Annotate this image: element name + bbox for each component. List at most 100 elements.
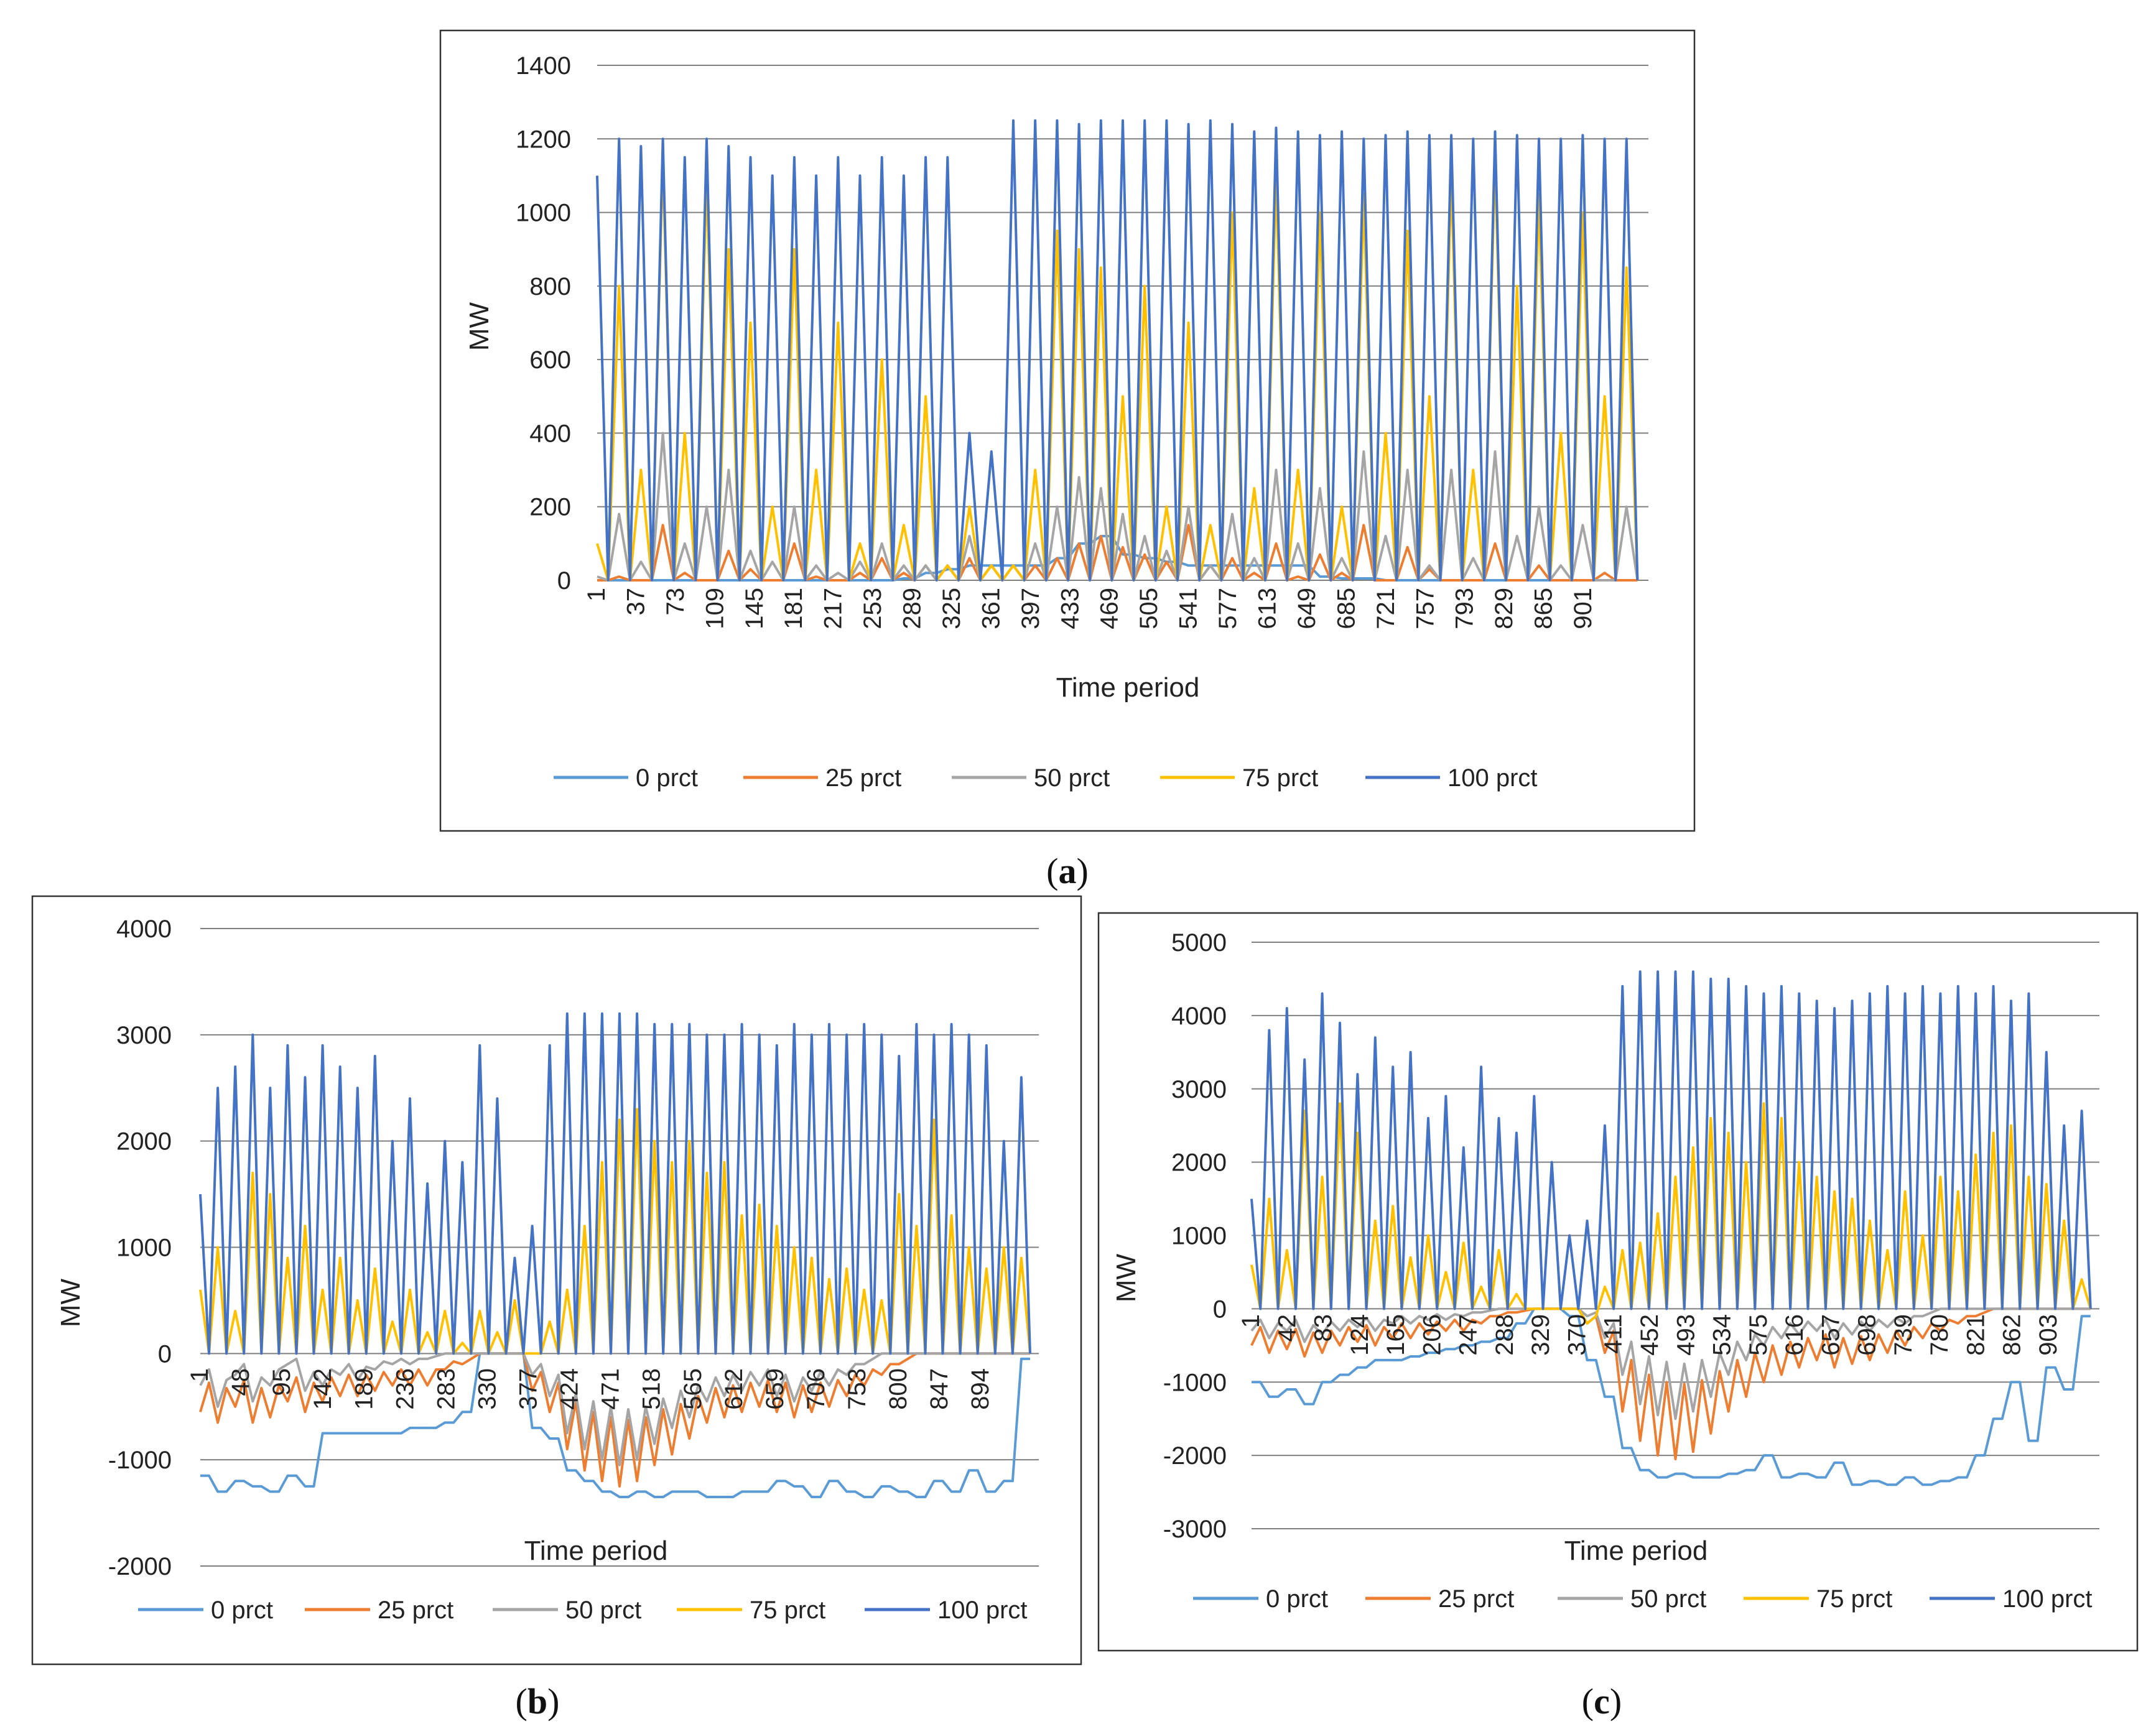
y-tick-label: 1000 <box>1171 1223 1227 1250</box>
x-tick-label: 288 <box>1491 1314 1518 1356</box>
x-tick-label: 613 <box>1254 588 1281 629</box>
y-tick-label: 1200 <box>516 126 571 153</box>
series-line-100-prct <box>1250 970 2092 1310</box>
x-tick-label: 505 <box>1135 588 1163 629</box>
y-tick-label: 0 <box>557 567 571 595</box>
series-line-25-prct <box>1250 1307 2091 1460</box>
x-tick-label: 649 <box>1293 588 1321 629</box>
x-tick-label: 253 <box>859 588 886 629</box>
legend-label: 75 prct <box>750 1597 825 1624</box>
x-tick-label: 1 <box>583 588 610 601</box>
x-tick-label: 821 <box>1962 1314 1989 1356</box>
panel-a-letter-text: a <box>1059 851 1077 891</box>
x-tick-label: 471 <box>597 1368 625 1410</box>
panel-b-y-ticks: -2000 -1000 0 1000 2000 3000 4000 <box>108 915 172 1580</box>
panel-b-x-axis-title: Time period <box>524 1536 668 1566</box>
x-tick-label: 657 <box>1817 1314 1844 1356</box>
x-tick-label: 1 <box>186 1368 213 1382</box>
series-line-50-prct <box>597 432 1639 582</box>
panel-b-y-axis-title: MW <box>55 1278 86 1327</box>
series-line-50-prct <box>199 1352 1030 1467</box>
panel-c-x-axis-title: Time period <box>1564 1536 1708 1566</box>
x-tick-label: 145 <box>741 588 768 629</box>
panel-a: 0 200 400 600 800 1000 1200 1400 1 37 73 109 145 181… <box>439 29 1696 832</box>
series-line-50-prct <box>1250 1307 2091 1420</box>
legend-label: 100 prct <box>937 1597 1028 1624</box>
legend-label: 25 prct <box>1438 1585 1514 1613</box>
x-tick-label: 659 <box>761 1368 789 1410</box>
x-tick-label: 739 <box>1890 1314 1917 1356</box>
x-tick-label: 411 <box>1600 1314 1627 1354</box>
legend-label: 50 prct <box>1630 1585 1706 1613</box>
x-tick-label: 894 <box>967 1368 994 1410</box>
panel-a-x-axis-title: Time period <box>1056 672 1200 703</box>
x-tick-label: 377 <box>515 1368 542 1410</box>
y-tick-label: 600 <box>529 346 571 374</box>
x-tick-label: 329 <box>1527 1314 1554 1356</box>
x-tick-label: 865 <box>1530 588 1558 629</box>
legend-label: 0 prct <box>211 1597 273 1624</box>
x-tick-label: 685 <box>1332 588 1360 629</box>
x-tick-label: 862 <box>1999 1314 2026 1356</box>
x-tick-label: 721 <box>1372 588 1400 629</box>
y-tick-label: 3000 <box>116 1022 172 1049</box>
x-tick-label: 847 <box>926 1368 953 1410</box>
x-tick-label: 330 <box>474 1368 501 1410</box>
panel-c-gridlines <box>1252 942 2099 1529</box>
panel-c-x-ticks: 1 42 83 124 165 206 247 288 329 370 411 452 493 534 57… <box>1237 1314 2062 1356</box>
x-tick-label: 37 <box>622 588 649 616</box>
y-tick-label: 0 <box>158 1340 172 1368</box>
panel-a-letter: (a) <box>1046 851 1089 891</box>
legend-label: 25 prct <box>825 764 901 792</box>
panel-c-y-ticks: -3000 -2000 -1000 0 1000 2000 3000 4000 5000 <box>1163 929 1227 1543</box>
panel-c-legend: 0 prct 25 prct 50 prct 75 prct 100 prct <box>1193 1585 2093 1613</box>
x-tick-label: 493 <box>1672 1314 1699 1356</box>
y-tick-label: 3000 <box>1171 1076 1227 1103</box>
legend-label: 75 prct <box>1242 764 1318 792</box>
panel-a-series <box>596 119 1639 582</box>
x-tick-label: 165 <box>1382 1314 1410 1356</box>
panel-b-x-ticks: 1 48 95 142 189 236 283 330 377 424 471 518 565 612 65… <box>186 1368 994 1410</box>
x-tick-label: 780 <box>1926 1314 1953 1356</box>
legend-label: 75 prct <box>1816 1585 1892 1613</box>
x-tick-label: 361 <box>977 588 1005 629</box>
x-tick-label: 757 <box>1411 588 1439 629</box>
y-tick-label: -2000 <box>108 1553 172 1580</box>
x-tick-label: 577 <box>1214 588 1242 629</box>
y-tick-label: 0 <box>1213 1295 1227 1323</box>
x-tick-label: 206 <box>1418 1314 1446 1356</box>
x-tick-label: 616 <box>1781 1314 1808 1356</box>
x-tick-label: 73 <box>662 588 689 616</box>
x-tick-label: 370 <box>1563 1314 1591 1356</box>
panel-a-y-axis-title: MW <box>464 302 495 351</box>
x-tick-label: 901 <box>1569 588 1597 629</box>
x-tick-label: 793 <box>1451 588 1479 629</box>
legend-label: 100 prct <box>2002 1585 2093 1613</box>
x-tick-label: 289 <box>899 588 926 629</box>
x-tick-label: 142 <box>309 1368 337 1410</box>
y-tick-label: 2000 <box>116 1128 172 1156</box>
y-tick-label: -1000 <box>108 1447 172 1474</box>
panel-c-letter-text: c <box>1594 1681 1610 1722</box>
x-tick-label: 800 <box>885 1368 912 1410</box>
y-tick-label: -2000 <box>1163 1442 1227 1470</box>
series-line-25-prct <box>597 524 1638 582</box>
panel-c-letter: (c) <box>1582 1681 1622 1722</box>
legend-label: 100 prct <box>1447 764 1538 792</box>
series-line-0-prct <box>200 1352 1030 1498</box>
x-tick-label: 247 <box>1455 1314 1482 1356</box>
series-line-100-prct <box>199 1012 1031 1355</box>
x-tick-label: 706 <box>802 1368 830 1410</box>
y-tick-label: 1000 <box>516 200 571 227</box>
y-tick-label: 4000 <box>1171 1003 1227 1030</box>
series-line-25-prct <box>199 1352 1030 1488</box>
y-tick-label: 1400 <box>516 52 571 80</box>
x-tick-label: 397 <box>1017 588 1044 629</box>
series-line-75-prct <box>596 155 1639 582</box>
x-tick-label: 181 <box>780 588 807 629</box>
y-tick-label: 800 <box>529 273 571 300</box>
x-tick-label: 42 <box>1273 1314 1301 1342</box>
x-tick-label: 612 <box>720 1368 748 1410</box>
panel-a-x-ticks: 1 37 73 109 145 181 217 253 289 325 361 397 433 469 50… <box>583 588 1597 629</box>
